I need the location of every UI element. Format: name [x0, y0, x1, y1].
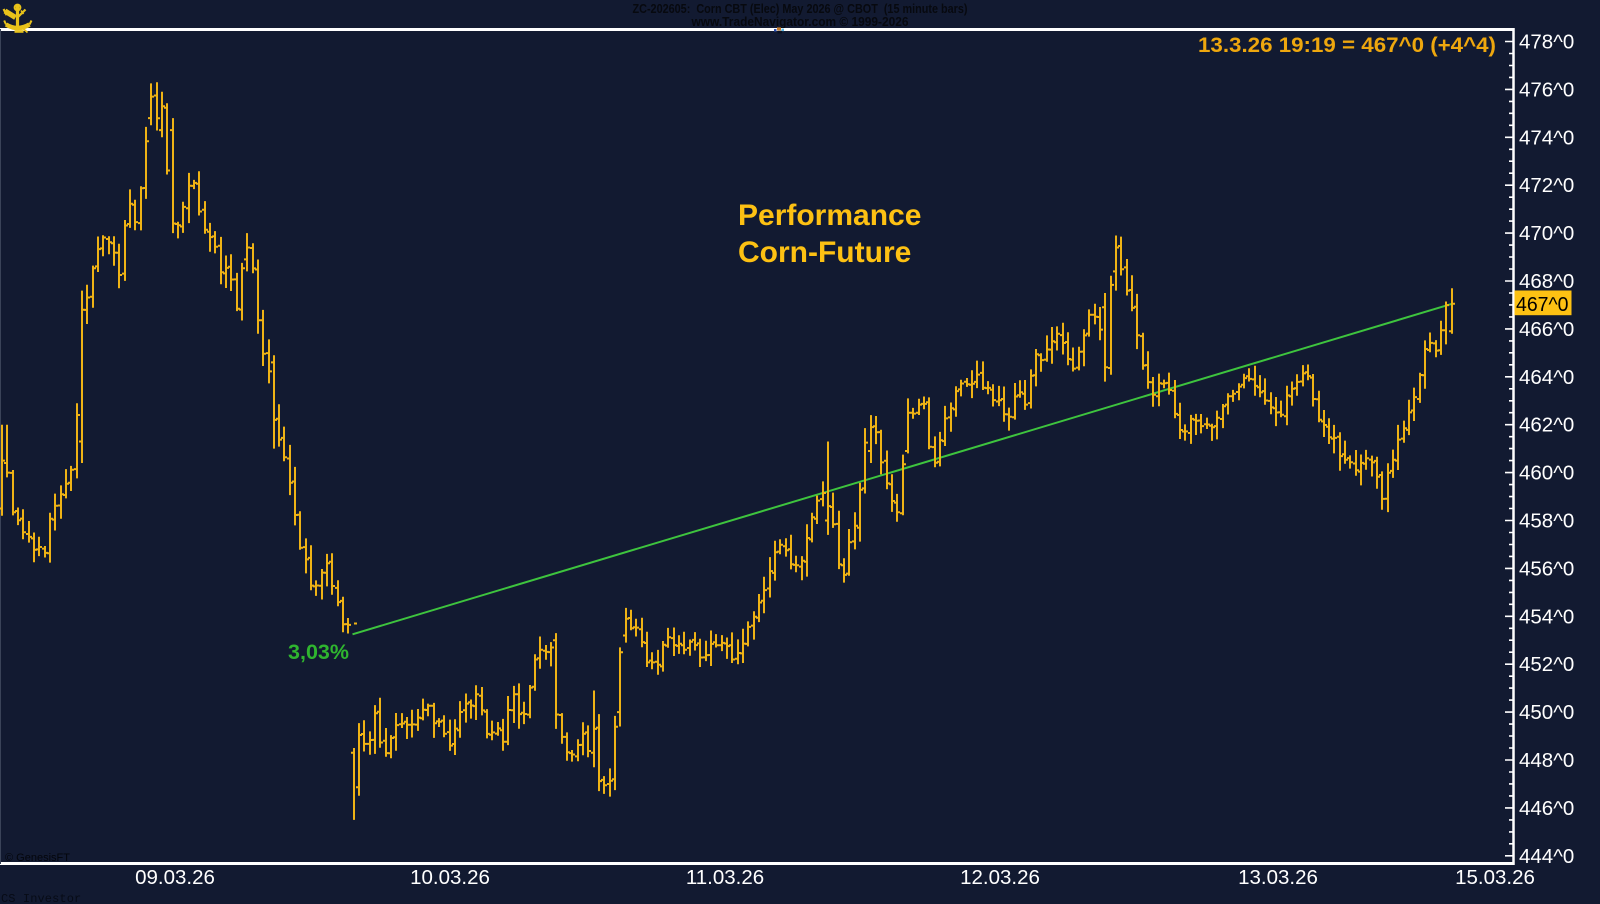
svg-text:446^0: 446^0 — [1519, 797, 1574, 820]
svg-text:464^0: 464^0 — [1519, 366, 1574, 389]
svg-text:Performance: Performance — [738, 199, 921, 232]
svg-text:478^0: 478^0 — [1519, 31, 1574, 54]
svg-text:444^0: 444^0 — [1519, 845, 1574, 868]
svg-text:456^0: 456^0 — [1519, 557, 1574, 580]
svg-text:452^0: 452^0 — [1519, 653, 1574, 676]
svg-text:466^0: 466^0 — [1519, 318, 1574, 341]
svg-text:450^0: 450^0 — [1519, 701, 1574, 724]
svg-text:474^0: 474^0 — [1519, 126, 1574, 149]
svg-text:© GenesisFT: © GenesisFT — [5, 852, 70, 864]
svg-text:448^0: 448^0 — [1519, 749, 1574, 772]
svg-text:CS Investor: CS Investor — [1, 892, 81, 904]
svg-text:11.03.26: 11.03.26 — [686, 866, 764, 889]
svg-text:ZC-202605: Corn CBT (Elec) Ma: ZC-202605: Corn CBT (Elec) May 2026 @ CB… — [633, 2, 968, 16]
svg-text:13.3.26 19:19 = 467^0 (+4^4): 13.3.26 19:19 = 467^0 (+4^4) — [1198, 34, 1496, 57]
svg-text:www.TradeNavigator.com © 1999-: www.TradeNavigator.com © 1999-2026 — [691, 15, 909, 29]
svg-text:472^0: 472^0 — [1519, 174, 1574, 197]
svg-text:458^0: 458^0 — [1519, 510, 1574, 533]
svg-text:15.03.26: 15.03.26 — [1455, 866, 1535, 889]
svg-text:454^0: 454^0 — [1519, 605, 1574, 628]
svg-text:09.03.26: 09.03.26 — [135, 866, 215, 889]
svg-text:10.03.26: 10.03.26 — [410, 866, 490, 889]
svg-text:3,03%: 3,03% — [288, 640, 349, 664]
svg-text:468^0: 468^0 — [1519, 270, 1574, 293]
svg-text:13.03.26: 13.03.26 — [1238, 866, 1318, 889]
svg-text:462^0: 462^0 — [1519, 414, 1574, 437]
svg-text:470^0: 470^0 — [1519, 222, 1574, 245]
svg-text:12.03.26: 12.03.26 — [960, 866, 1040, 889]
svg-text:476^0: 476^0 — [1519, 78, 1574, 101]
svg-text:Corn-Future: Corn-Future — [738, 236, 911, 269]
svg-text:460^0: 460^0 — [1519, 462, 1574, 485]
svg-text:467^0: 467^0 — [1516, 294, 1569, 316]
